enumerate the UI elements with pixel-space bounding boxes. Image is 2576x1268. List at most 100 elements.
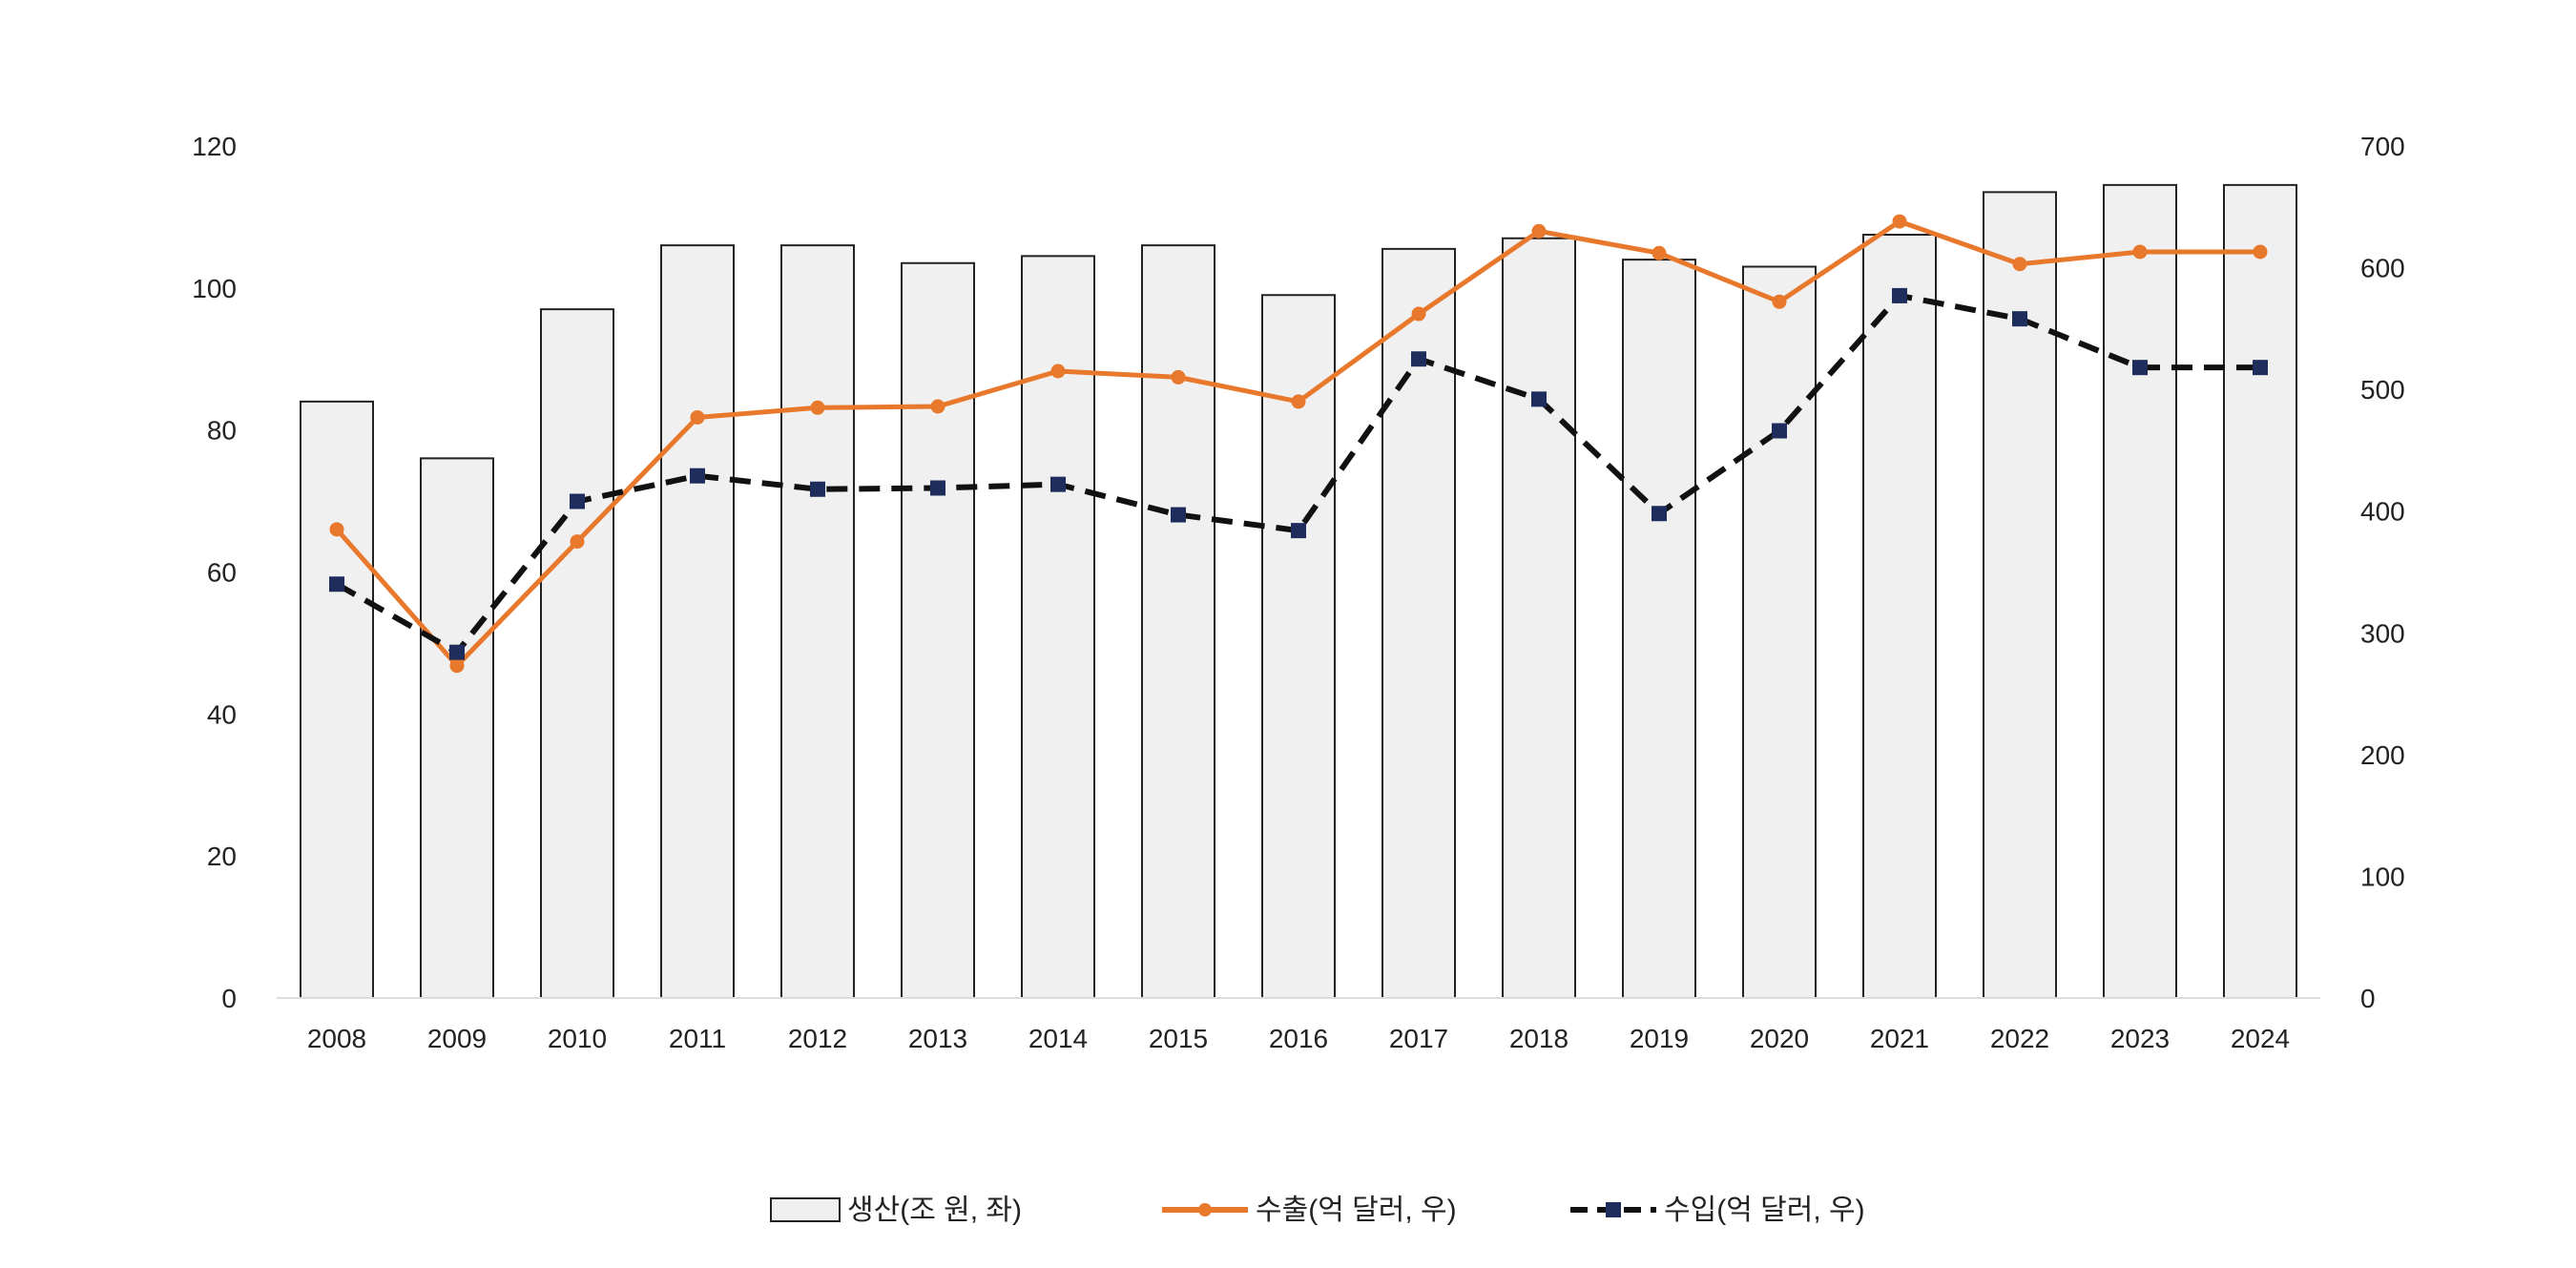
x-tick-label-2012: 2012 [788, 1024, 847, 1053]
legend-label-2: 수입(억 달러, 우) [1664, 1195, 1865, 1226]
bar-2016 [1262, 295, 1335, 998]
point-s1-2014 [1050, 476, 1066, 492]
legend-label-0: 생산(조 원, 좌) [847, 1195, 1022, 1226]
bar-2015 [1142, 245, 1215, 998]
point-s1-2011 [690, 468, 705, 484]
x-tick-label-2014: 2014 [1028, 1024, 1088, 1053]
point-s0-2014 [1050, 364, 1066, 379]
x-tick-label-2016: 2016 [1269, 1024, 1328, 1053]
point-s0-2008 [329, 522, 344, 537]
legend: 생산(조 원, 좌) 수출(억 달러, 우) 수입(억 달러, 우) [770, 1195, 1865, 1226]
point-s0-2012 [810, 400, 825, 415]
point-s0-2020 [1772, 294, 1787, 309]
bar-2023 [2104, 184, 2176, 998]
y-right-tick-label: 700 [2360, 132, 2405, 161]
bar-outline-2016 [1261, 294, 1336, 998]
point-s0-2016 [1291, 394, 1306, 409]
point-s1-2016 [1291, 523, 1306, 539]
x-tick-label-2024: 2024 [2231, 1024, 2290, 1053]
point-s1-2020 [1772, 423, 1787, 439]
bar-outline-2013 [901, 261, 975, 998]
y-left-tick-label: 20 [207, 842, 237, 871]
legend-swatch-bar [770, 1197, 841, 1222]
y-right-tick-label: 500 [2360, 375, 2405, 405]
y-left-tick-label: 60 [207, 558, 237, 588]
bars-layer [300, 183, 2297, 999]
bar-outline-2011 [660, 244, 735, 998]
bar-outline-2022 [1983, 191, 2057, 998]
y-right-tick-label: 0 [2360, 984, 2376, 1013]
point-s1-2015 [1171, 507, 1186, 523]
point-s1-2019 [1652, 506, 1667, 522]
x-tick-label-2018: 2018 [1509, 1024, 1568, 1053]
point-s0-2024 [2253, 244, 2268, 260]
y-left-tick-label: 80 [207, 416, 237, 446]
x-tick-label-2010: 2010 [548, 1024, 607, 1053]
x-tick-label-2020: 2020 [1750, 1024, 1809, 1053]
series-line-1 [335, 292, 2260, 655]
point-s0-2022 [2012, 257, 2027, 272]
x-tick-label-2008: 2008 [307, 1024, 366, 1053]
point-s0-2019 [1652, 245, 1667, 260]
point-s1-2008 [329, 576, 344, 592]
y-left-tick-label: 120 [192, 132, 237, 161]
point-s0-2018 [1531, 223, 1547, 239]
point-s1-2024 [2253, 360, 2268, 376]
point-s0-2017 [1411, 306, 1426, 322]
point-s1-2018 [1531, 391, 1547, 407]
bar-outline-2023 [2103, 183, 2177, 998]
legend-marker-1 [1198, 1203, 1212, 1216]
point-s0-2015 [1171, 369, 1186, 385]
point-s1-2022 [2012, 311, 2027, 327]
y-right-tick-label: 400 [2360, 497, 2405, 527]
bar-outline-2010 [540, 308, 614, 998]
x-tick-label-2015: 2015 [1149, 1024, 1208, 1053]
x-tick-label-2022: 2022 [1990, 1024, 2049, 1053]
x-tick-label-2023: 2023 [2110, 1024, 2170, 1053]
point-s1-2009 [449, 644, 465, 660]
point-s0-2011 [690, 409, 705, 425]
bar-outline-2012 [780, 244, 855, 998]
point-s0-2009 [449, 658, 465, 674]
bar-2010 [541, 309, 613, 998]
x-tick-label-2009: 2009 [427, 1024, 487, 1053]
x-tick-label-2013: 2013 [908, 1024, 967, 1053]
x-tick-label-2011: 2011 [669, 1024, 726, 1053]
bar-2018 [1503, 238, 1575, 998]
bar-2012 [781, 245, 854, 998]
bar-2017 [1382, 248, 1455, 998]
y-right-tick-label: 200 [2360, 740, 2405, 770]
point-s1-2010 [570, 493, 585, 509]
y-right-tick-label: 300 [2360, 618, 2405, 648]
bar-2013 [902, 262, 974, 999]
x-tick-label-2019: 2019 [1630, 1024, 1689, 1053]
y-right-tick-label: 600 [2360, 254, 2405, 283]
bar-outline-2021 [1862, 234, 1937, 998]
bar-outline-2009 [420, 457, 494, 998]
bar-2009 [421, 458, 493, 998]
x-tick-label-2017: 2017 [1389, 1024, 1448, 1053]
point-s1-2017 [1411, 351, 1426, 367]
point-s0-2010 [570, 534, 585, 550]
point-s0-2023 [2132, 244, 2148, 260]
bar-outline-2017 [1381, 247, 1456, 998]
bar-2011 [661, 245, 734, 998]
point-s0-2013 [930, 399, 945, 414]
bar-2021 [1863, 235, 1936, 999]
y-left-tick-label: 0 [221, 984, 237, 1013]
y-left-tick-label: 100 [192, 274, 237, 303]
bar-outline-2014 [1021, 255, 1095, 998]
y-left-tick-label: 40 [207, 699, 237, 729]
y-right-tick-label: 100 [2360, 862, 2405, 891]
bar-2020 [1743, 266, 1816, 999]
legend-marker-2 [1606, 1202, 1621, 1217]
legend-label-1: 수출(억 달러, 우) [1256, 1195, 1457, 1226]
bar-2019 [1623, 260, 1695, 999]
point-s1-2013 [930, 480, 945, 496]
bar-outline-2024 [2223, 183, 2297, 998]
bar-outline-2008 [300, 400, 374, 998]
tick-labels-layer: 0 20 40 60 80 100 120 0 100 200 300 400 500 600 700 200… [192, 132, 2404, 1053]
point-s0-2021 [1892, 214, 1907, 229]
